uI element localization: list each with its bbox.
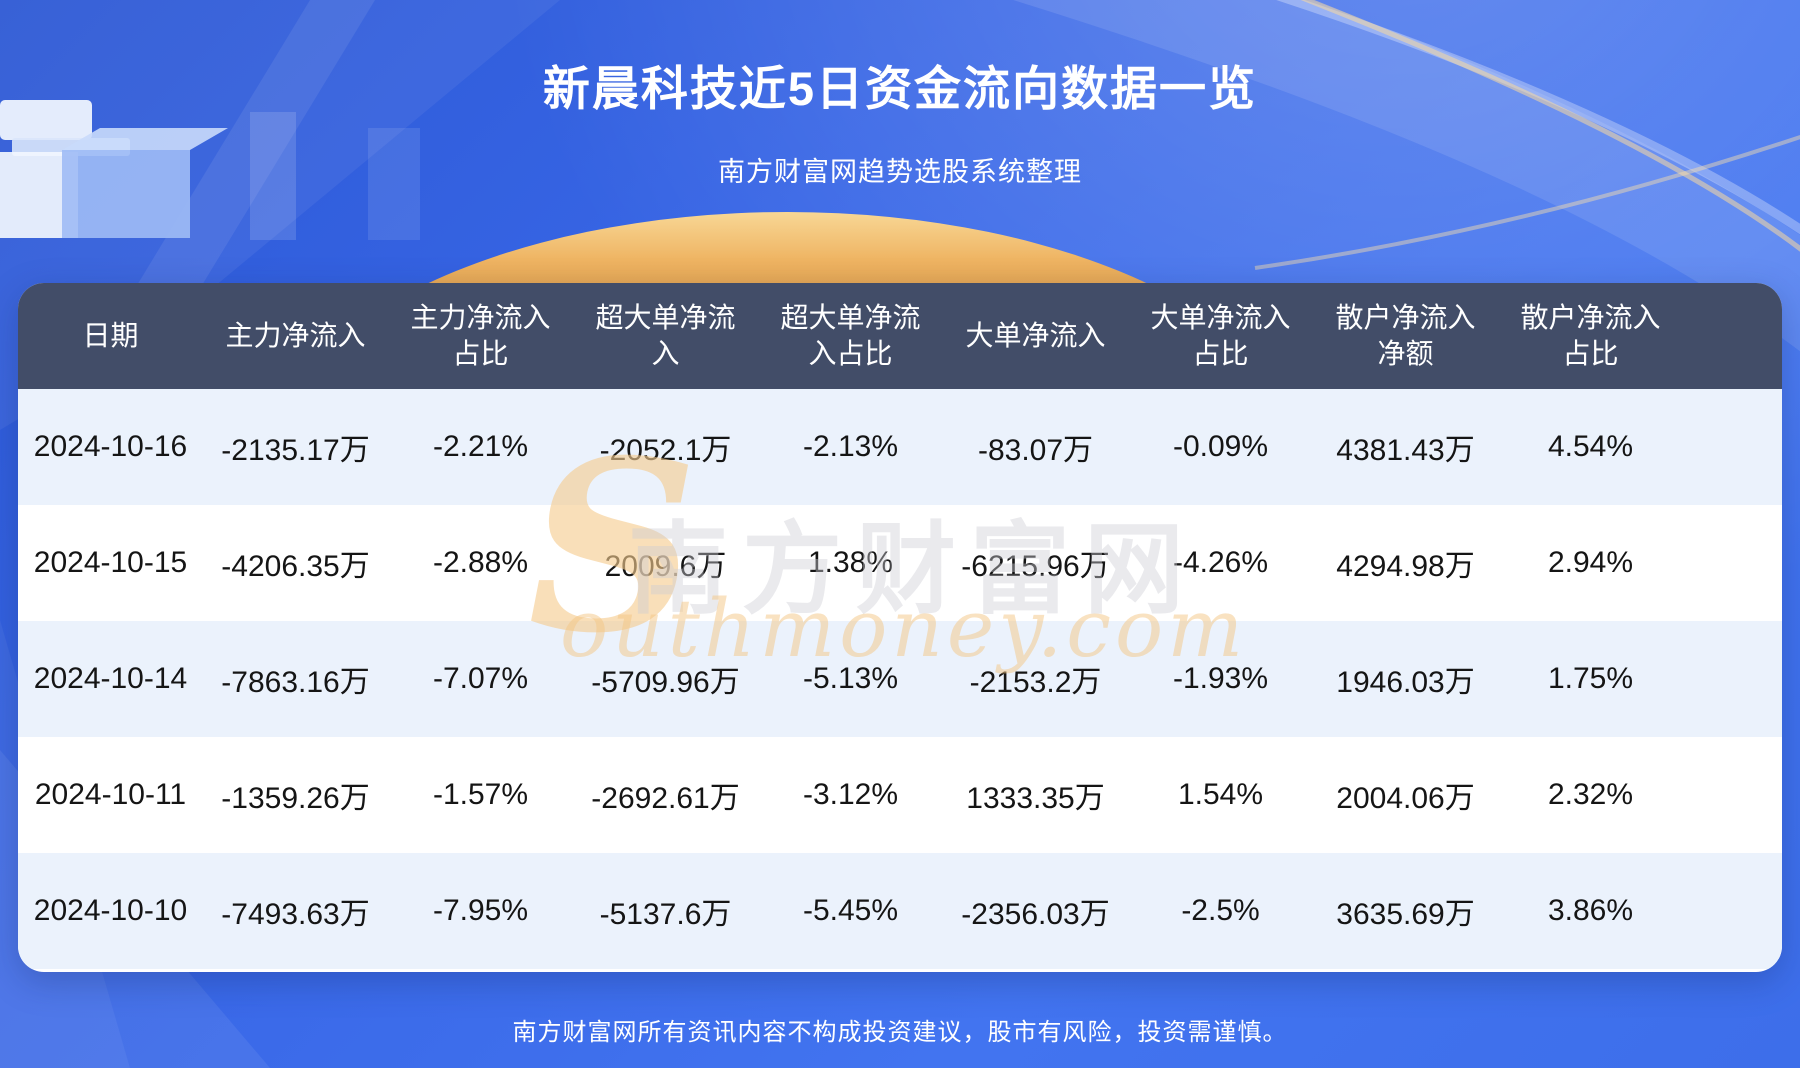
table-cell: 2024-10-10 [33, 894, 188, 927]
table-body: 2024-10-16 -2135.17万 -2.21% -2052.1万 -2.13% -… [18, 389, 1782, 969]
table-cell: -2692.61万 [591, 782, 740, 815]
column-header: 日期 [82, 319, 139, 351]
table-cell: 4381.43万 [1336, 434, 1475, 467]
table-row: 2024-10-14 -7863.16万 -7.07% -5709.96万 -5.13%… [18, 621, 1782, 737]
table-cell: -2153.2万 [969, 666, 1102, 699]
table-cell: 2024-10-16 [33, 430, 188, 463]
curve-shape [1013, 0, 1800, 352]
curve-shape [1300, 0, 1800, 252]
table-cell: 2024-10-11 [34, 778, 187, 811]
pillar-shape [250, 112, 296, 240]
table-cell: -4.26% [1172, 546, 1269, 579]
column-header: 主力净流入占比 [410, 301, 551, 369]
table-cell: 3635.69万 [1336, 898, 1475, 931]
column-header: 大单净流入占比 [1150, 301, 1291, 369]
curve-shape [1276, 0, 1800, 235]
table-cell: -2.13% [802, 430, 899, 463]
table-cell: -5.45% [802, 894, 899, 927]
table-cell: -2356.03万 [961, 898, 1110, 931]
table-cell: 1.38% [807, 546, 894, 579]
table-cell: -4206.35万 [221, 550, 370, 583]
table-cell: 1.54% [1177, 778, 1264, 811]
column-header: 超大单净流入 [595, 301, 736, 369]
table-cell: 2024-10-14 [33, 662, 188, 695]
table-cell: 3.86% [1547, 894, 1634, 927]
building-shape [62, 150, 190, 238]
page-title: 新晨科技近5日资金流向数据一览 [542, 62, 1258, 115]
table-cell: 2024-10-15 [33, 546, 188, 579]
table-row: 2024-10-16 -2135.17万 -2.21% -2052.1万 -2.13% -… [18, 389, 1782, 505]
table-cell: 1.75% [1547, 662, 1634, 695]
table-header-row: 日期 主力净流入 主力净流入占比 超大单净流入 超大单净流入占比 大单净流入 大单净流入占比… [18, 283, 1782, 389]
column-header: 散户净流入占比 [1520, 301, 1661, 369]
table-cell: -1.93% [1172, 662, 1269, 695]
table-cell: -2.5% [1181, 894, 1260, 927]
table-cell: -2.21% [432, 430, 529, 463]
table-cell: 4294.98万 [1336, 550, 1475, 583]
table-row: 2024-10-15 -4206.35万 -2.88% 2009.6万 1.38% -62… [18, 505, 1782, 621]
table-cell: -1.57% [432, 778, 529, 811]
column-header: 散户净流入净额 [1335, 301, 1476, 369]
table-cell: -2.88% [432, 546, 529, 579]
table-cell: 2.94% [1547, 546, 1634, 579]
column-header: 超大单净流入占比 [780, 301, 921, 369]
table-cell: -5137.6万 [599, 898, 732, 931]
table-cell: -7493.63万 [221, 898, 370, 931]
curve-shape [1254, 134, 1800, 270]
table-cell: -7.95% [432, 894, 529, 927]
table-cell: -5.13% [802, 662, 899, 695]
table-row: 2024-10-10 -7493.63万 -7.95% -5137.6万 -5.45% -… [18, 853, 1782, 969]
table-cell: -83.07万 [977, 434, 1094, 467]
table-row: 2024-10-11 -1359.26万 -1.57% -2692.61万 -3.12%… [18, 737, 1782, 853]
page-subtitle: 南方财富网趋势选股系统整理 [718, 157, 1082, 187]
table-cell: -0.09% [1172, 430, 1269, 463]
disclaimer-text: 南方财富网所有资讯内容不构成投资建议，股市有风险，投资需谨慎。 [512, 1019, 1288, 1046]
table-cell: -5709.96万 [591, 666, 740, 699]
column-header: 大单净流入 [965, 319, 1106, 351]
table-cell: 2004.06万 [1336, 782, 1475, 815]
table-cell: -3.12% [802, 778, 899, 811]
building-shape [62, 128, 228, 150]
table-cell: -2052.1万 [599, 434, 732, 467]
table-cell: 2.32% [1547, 778, 1634, 811]
pillar-shape [368, 128, 420, 240]
table-cell: -7.07% [432, 662, 529, 695]
fund-flow-table: 日期 主力净流入 主力净流入占比 超大单净流入 超大单净流入占比 大单净流入 大单净流入占比… [18, 283, 1782, 972]
table-cell: 1333.35万 [966, 782, 1105, 815]
table-cell: 2009.6万 [604, 550, 727, 583]
table-cell: -2135.17万 [221, 434, 370, 467]
table-cell: 4.54% [1547, 430, 1634, 463]
table-cell: 1946.03万 [1336, 666, 1475, 699]
table-cell: -6215.96万 [961, 550, 1110, 583]
column-header: 主力净流入 [225, 319, 366, 351]
table-cell: -7863.16万 [221, 666, 370, 699]
building-shape [0, 100, 92, 140]
table-cell: -1359.26万 [221, 782, 370, 815]
